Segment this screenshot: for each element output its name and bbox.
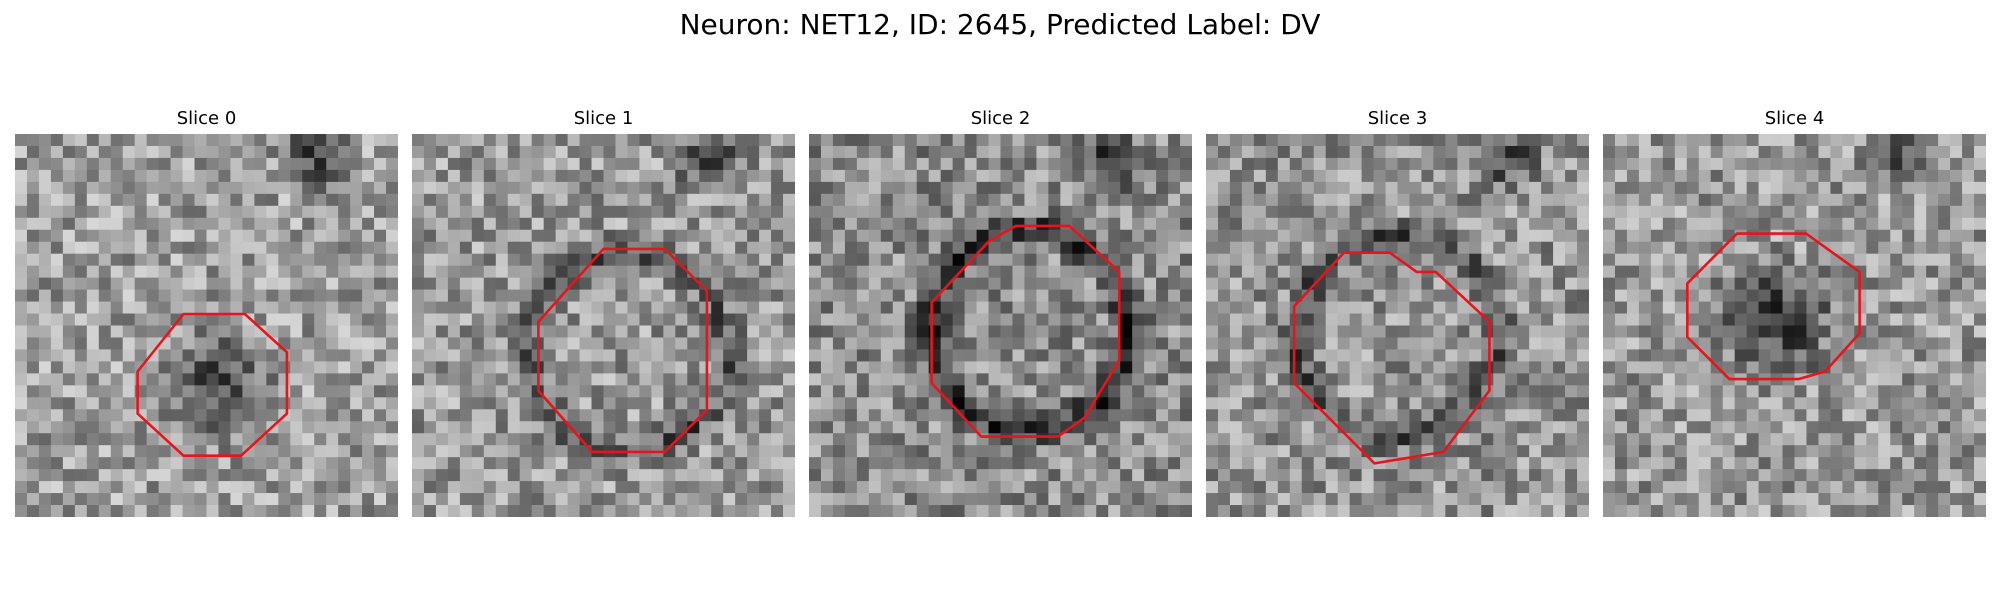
- figure-title: Neuron: NET12, ID: 2645, Predicted Label…: [679, 8, 1321, 41]
- roi-contour: [930, 224, 1121, 438]
- slice-panel-0: Slice 0: [15, 108, 398, 520]
- slice-image: [1206, 134, 1589, 517]
- slice-title: Slice 3: [1367, 108, 1428, 129]
- roi-contour: [1686, 232, 1861, 381]
- slice-image: [1603, 134, 1986, 517]
- slice-image: [15, 134, 398, 517]
- pixel-grid: [809, 134, 1192, 517]
- roi-contour: [136, 312, 289, 458]
- slice-panel-3: Slice 3: [1206, 108, 1589, 520]
- slice-panel-4: Slice 4: [1603, 108, 1986, 520]
- pixel-grid: [1603, 134, 1986, 517]
- pixel-grid: [412, 134, 795, 517]
- pixel-grid: [1206, 134, 1589, 517]
- slice-image: [412, 134, 795, 517]
- slice-title: Slice 2: [970, 108, 1031, 129]
- pixel-grid: [15, 134, 398, 517]
- slice-panel-1: Slice 1: [412, 108, 795, 520]
- slice-title: Slice 4: [1764, 108, 1825, 129]
- slice-title: Slice 1: [573, 108, 634, 129]
- slice-title: Slice 0: [176, 108, 237, 129]
- slice-panel-2: Slice 2: [809, 108, 1192, 520]
- roi-contour: [1292, 251, 1491, 465]
- slice-image: [809, 134, 1192, 517]
- roi-contour: [537, 247, 709, 454]
